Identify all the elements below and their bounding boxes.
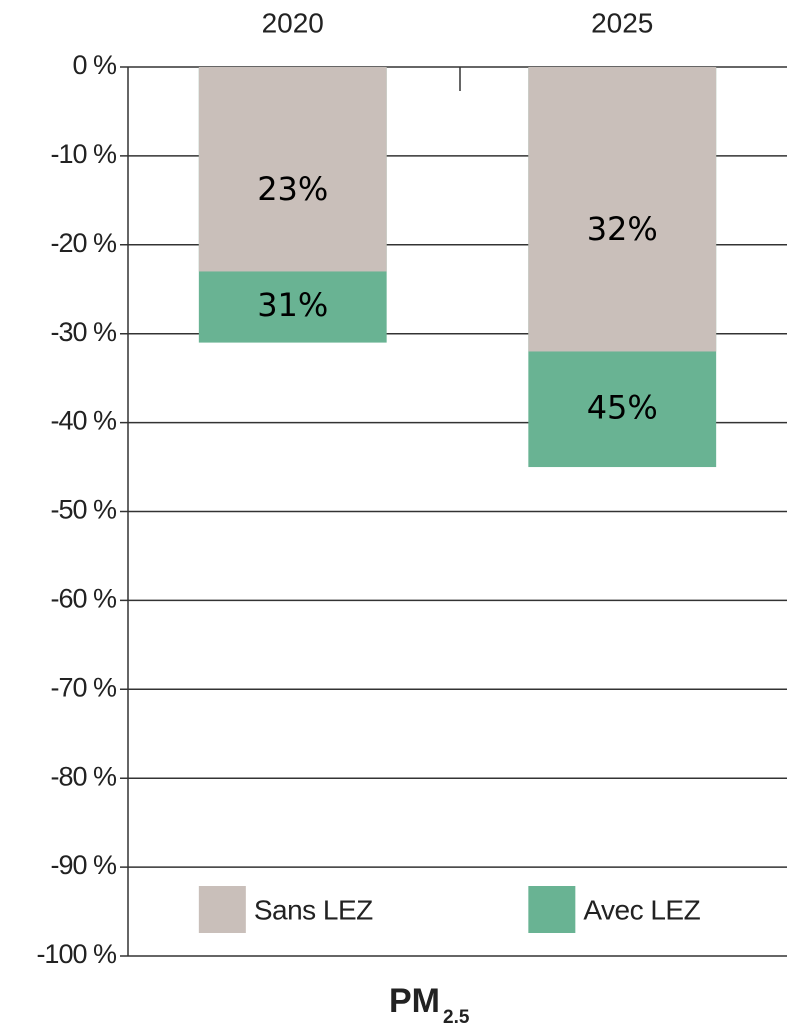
- y-tick-label: -80 %: [50, 761, 117, 791]
- y-tick-label: -90 %: [50, 850, 117, 880]
- y-tick-label: 0 %: [72, 50, 117, 80]
- x-tick-label: 2025: [591, 7, 653, 38]
- x-tick-label: 2020: [262, 7, 324, 38]
- value-label: 32%: [587, 210, 658, 248]
- value-label: 23%: [257, 170, 328, 208]
- legend-swatch: [198, 886, 246, 933]
- value-label: 45%: [587, 388, 658, 426]
- bar: [528, 67, 717, 352]
- bar: [198, 67, 387, 272]
- legend-swatch: [528, 886, 576, 933]
- legend-label: Sans LEZ: [254, 894, 373, 925]
- y-tick-label: -40 %: [50, 406, 117, 436]
- y-tick-label: -50 %: [50, 495, 117, 525]
- value-label: 31%: [257, 286, 328, 324]
- x-axis-label-subscript: 2.5: [443, 1007, 470, 1028]
- y-tick-label: -100 %: [36, 939, 117, 969]
- x-axis-label: PM: [389, 982, 440, 1020]
- legend-label: Avec LEZ: [583, 894, 700, 925]
- y-tick-label: -60 %: [50, 584, 117, 614]
- y-tick-label: -10 %: [50, 139, 117, 169]
- y-tick-label: -20 %: [50, 228, 117, 258]
- y-tick-label: -30 %: [50, 317, 117, 347]
- y-tick-label: -70 %: [50, 672, 117, 702]
